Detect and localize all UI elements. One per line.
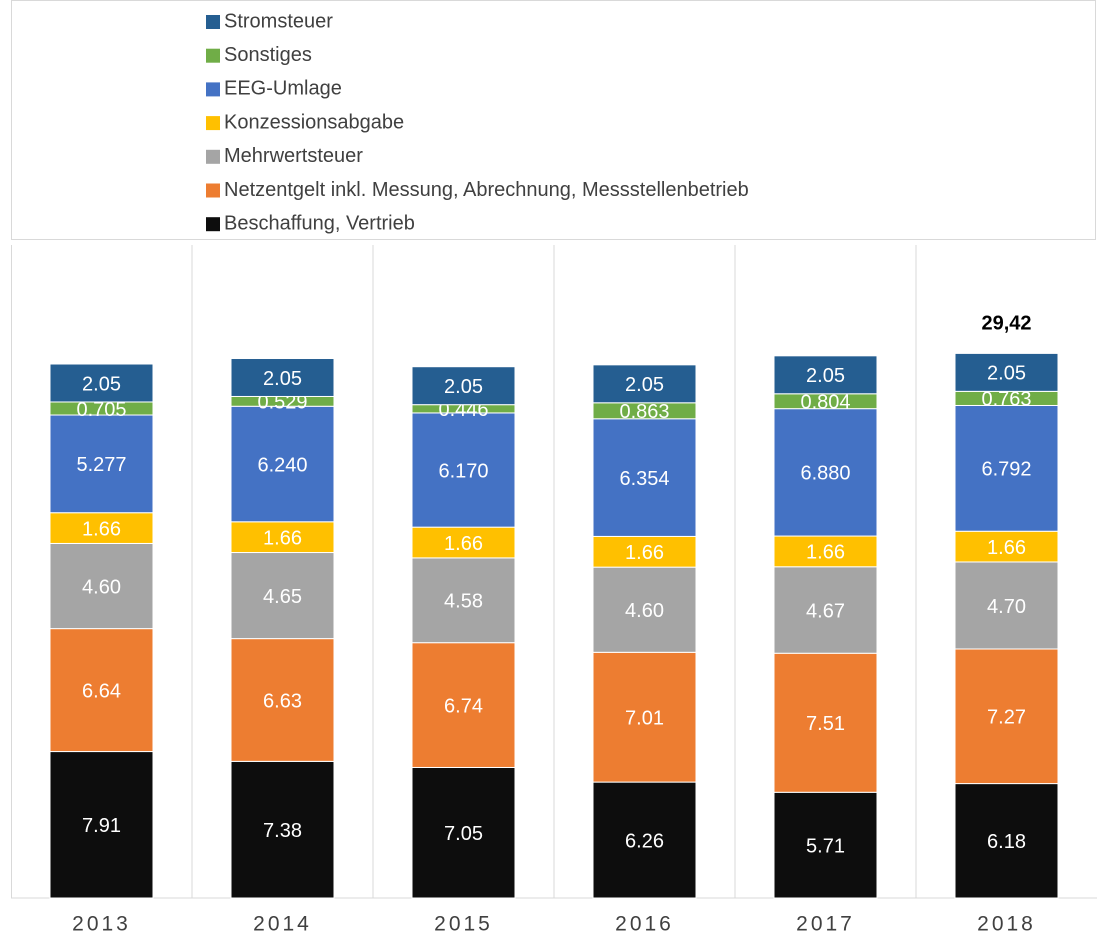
value-label: 0.529 [257, 392, 307, 414]
bar-segment [49, 628, 154, 753]
value-label: 2.05 [625, 374, 664, 396]
bar-segment [230, 521, 335, 554]
legend-swatch [206, 149, 220, 164]
bar-segment [49, 751, 154, 899]
value-label: 4.67 [806, 600, 845, 622]
value-label: 2.05 [82, 373, 121, 395]
value-label: 0.705 [76, 399, 126, 421]
value-label: 4.58 [444, 591, 483, 613]
value-label: 7.38 [263, 820, 302, 842]
x-tick-label: 2015 [434, 913, 493, 936]
value-label: 1.66 [987, 537, 1026, 559]
value-label: 1.66 [263, 527, 302, 549]
bar-segment [773, 408, 878, 537]
value-label: 7.27 [987, 707, 1026, 729]
bar-segment [954, 648, 1059, 785]
value-label: 6.18 [987, 831, 1026, 853]
bar-segment [773, 652, 878, 793]
legend-swatch [206, 15, 220, 29]
bar-segment [49, 542, 154, 630]
value-label: 7.01 [625, 707, 664, 729]
bar-segment [954, 530, 1059, 563]
legend-swatch [206, 217, 220, 232]
value-label: 6.354 [619, 468, 669, 490]
bar-segment [592, 566, 697, 653]
legend-label: Beschaffung, Vertrieb [224, 212, 415, 234]
legend-box [11, 0, 1096, 240]
bar-segment [230, 358, 335, 397]
value-label: 2.05 [987, 363, 1026, 385]
value-label: 5.277 [76, 454, 126, 476]
bar-segment [230, 552, 335, 640]
legend-swatch [206, 183, 220, 198]
value-label: 1.66 [444, 533, 483, 555]
bar-segment [954, 561, 1059, 650]
bar-segment [592, 418, 697, 537]
bar-segment [49, 512, 154, 544]
bar-segment [592, 535, 697, 568]
bar-segment [49, 363, 154, 403]
value-label: 0.863 [619, 401, 669, 423]
legend-swatch [206, 82, 220, 97]
value-label: 7.51 [806, 713, 845, 735]
value-label: 1.66 [625, 542, 664, 564]
legend-label: Konzessionsabgabe [224, 111, 404, 133]
legend-label: Sonstiges [224, 44, 312, 66]
bar-segment [411, 412, 516, 528]
value-label: 6.170 [438, 460, 488, 482]
bar-segment [411, 642, 516, 768]
value-label: 1.66 [806, 542, 845, 564]
legend-label: Mehrwertsteuer [224, 145, 363, 167]
value-label: 4.65 [263, 586, 302, 608]
value-label: 6.792 [981, 459, 1031, 481]
bar-segment [592, 364, 697, 404]
bar-segment [954, 352, 1059, 392]
bar-segment [592, 651, 697, 783]
value-label: 5.71 [806, 835, 845, 857]
value-label: 6.26 [625, 830, 664, 852]
x-tick-label: 2014 [253, 913, 312, 936]
value-label: 2.05 [263, 368, 302, 390]
value-label: 4.70 [987, 596, 1026, 618]
bar-segment [230, 760, 335, 899]
bar-segment [411, 526, 516, 559]
legend-label: EEG-Umlage [224, 78, 342, 100]
value-label: 6.240 [257, 454, 307, 476]
bar-segment [773, 355, 878, 395]
value-label: 4.60 [82, 576, 121, 598]
bar-segment [49, 414, 154, 514]
value-label: 4.60 [625, 600, 664, 622]
value-label: 0.763 [981, 389, 1031, 411]
value-label: 6.74 [444, 695, 483, 717]
x-tick-label: 2016 [615, 913, 674, 936]
legend-label: Netzentgelt inkl. Messung, Abrechnung, M… [224, 179, 749, 201]
x-tick-label: 2018 [977, 913, 1036, 936]
legend-swatch [206, 116, 220, 131]
value-label: 0.804 [800, 392, 850, 414]
value-label: 2.05 [444, 376, 483, 398]
value-label: 6.64 [82, 680, 121, 702]
x-tick-label: 2013 [72, 913, 131, 936]
bar-segment [954, 783, 1059, 899]
bar-segment [230, 405, 335, 523]
value-label: 1.66 [82, 518, 121, 540]
value-label: 2.05 [806, 365, 845, 387]
bar-segment [411, 557, 516, 644]
value-label: 7.91 [82, 815, 121, 837]
bar-segment [411, 366, 516, 406]
bar-segment [230, 638, 335, 762]
legend-swatch [206, 48, 220, 63]
x-tick-label: 2017 [796, 913, 855, 936]
bar-segment [592, 781, 697, 899]
bar-segment [411, 766, 516, 899]
value-label: 6.63 [263, 690, 302, 712]
value-label: 6.880 [800, 463, 850, 485]
value-label: 7.05 [444, 823, 483, 845]
total-label: 29,42 [981, 313, 1031, 335]
legend-label: Stromsteuer [224, 10, 333, 32]
